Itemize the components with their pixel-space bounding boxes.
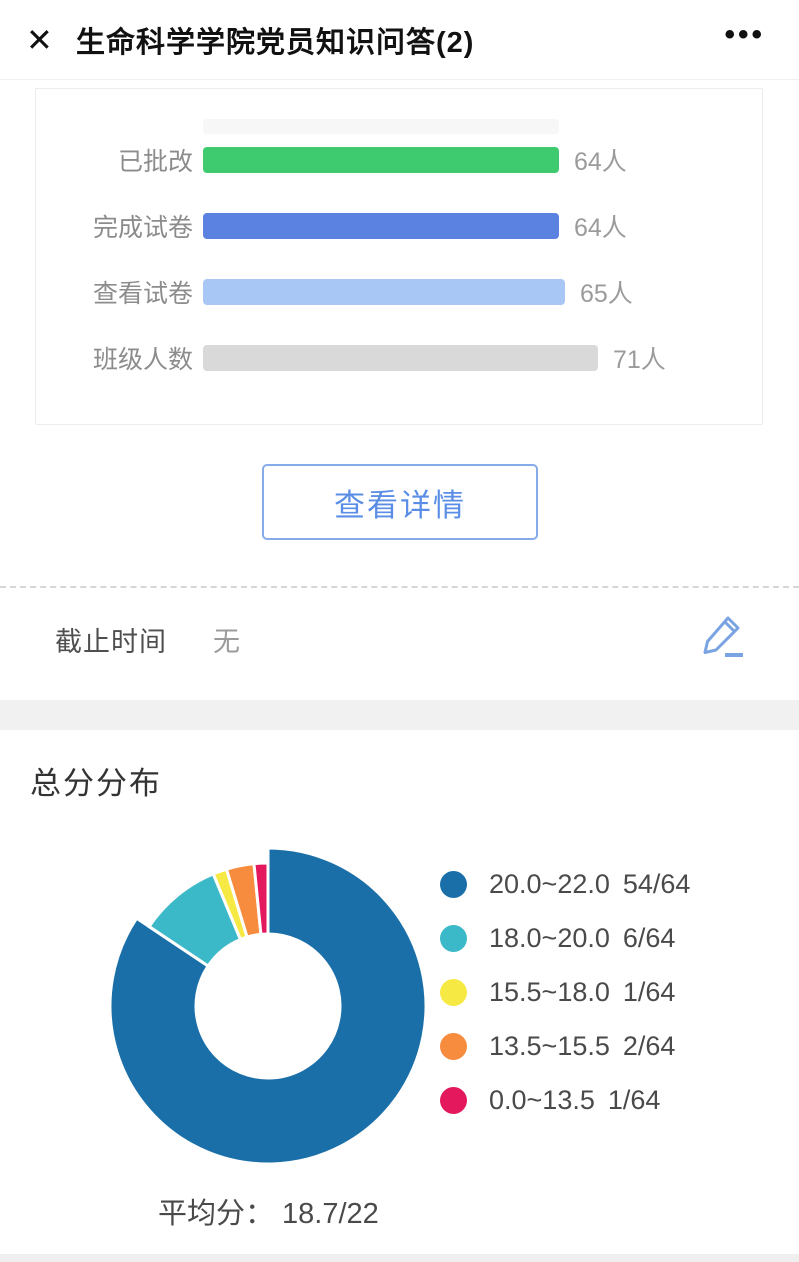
deadline-label: 截止时间	[55, 627, 167, 657]
donut-slice	[108, 846, 428, 1166]
legend-count: 6/64	[622, 922, 676, 953]
legend-item[interactable]: 0.0~13.5 1/64	[440, 1084, 690, 1115]
legend-range: 0.0~13.5	[489, 1084, 595, 1115]
stat-label: 完成试卷	[92, 214, 193, 242]
score-section-title: 总分分布	[30, 766, 162, 801]
stat-row: 已批改 64人	[36, 146, 762, 176]
stat-bar	[203, 147, 559, 173]
legend-item[interactable]: 20.0~22.0 54/64	[440, 868, 691, 899]
stat-row: 班级人数 71人	[36, 344, 762, 374]
stat-label: 已批改	[117, 148, 193, 176]
average-score: 平均分： 18.7/22	[158, 1190, 379, 1232]
legend-item[interactable]: 13.5~15.5 2/64	[440, 1030, 690, 1061]
stat-row: 查看试卷 65人	[36, 278, 762, 308]
legend-count: 2/64	[622, 1030, 676, 1061]
legend-dot-icon	[440, 924, 467, 952]
cutoff-bar	[203, 119, 559, 134]
average-value: 18.7/22	[282, 1198, 379, 1230]
donut-slice	[252, 861, 270, 936]
score-distribution-section: 总分分布 20.0~22.0 54/64 18.0~20.0 6/64 15.5~18.…	[0, 730, 799, 1254]
chart-legend: 20.0~22.0 54/64 18.0~20.0 6/64 15.5~18.0 1/64…	[440, 868, 691, 1115]
average-label: 平均分：	[158, 1198, 275, 1230]
deadline-value: 无	[213, 627, 240, 657]
stat-value: 71人	[613, 346, 666, 374]
stat-bar	[203, 213, 559, 239]
stats-card: 已批改 64人 完成试卷 64人 查看试卷 65人 班级人数 71人	[35, 88, 763, 425]
stat-value: 64人	[574, 148, 627, 176]
legend-range: 20.0~22.0	[489, 868, 610, 899]
legend-item[interactable]: 15.5~18.0 1/64	[440, 976, 690, 1007]
legend-count: 54/64	[622, 868, 691, 899]
deadline-row: 截止时间 无	[0, 586, 799, 700]
bottom-strip	[0, 1254, 799, 1262]
pencil-icon	[703, 616, 743, 657]
view-details-button[interactable]: 查看详情	[262, 464, 538, 540]
legend-range: 13.5~15.5	[489, 1030, 610, 1061]
titlebar: ✕ 生命科学学院党员知识问答(2) •••	[0, 0, 799, 80]
legend-dot-icon	[440, 1032, 467, 1060]
section-divider	[0, 700, 799, 730]
legend-dot-icon	[440, 978, 467, 1006]
stat-bar	[203, 345, 598, 371]
stat-value: 64人	[574, 214, 627, 242]
stat-label: 班级人数	[92, 346, 193, 374]
more-menu-icon[interactable]: •••	[724, 18, 765, 51]
legend-dot-icon	[440, 870, 467, 898]
donut-chart	[108, 846, 428, 1166]
stat-bar	[203, 279, 565, 305]
donut-chart-wrap	[98, 836, 438, 1176]
edit-deadline-button[interactable]	[697, 610, 747, 662]
legend-dot-icon	[440, 1086, 467, 1114]
legend-item[interactable]: 18.0~20.0 6/64	[440, 922, 690, 953]
close-icon[interactable]: ✕	[26, 21, 53, 58]
legend-count: 1/64	[607, 1084, 661, 1115]
stat-label: 查看试卷	[92, 280, 193, 308]
stat-row: 完成试卷 64人	[36, 212, 762, 242]
page-title: 生命科学学院党员知识问答(2)	[76, 26, 475, 59]
legend-range: 18.0~20.0	[489, 922, 610, 953]
legend-count: 1/64	[622, 976, 676, 1007]
legend-range: 15.5~18.0	[489, 976, 610, 1007]
stat-value: 65人	[580, 280, 633, 308]
